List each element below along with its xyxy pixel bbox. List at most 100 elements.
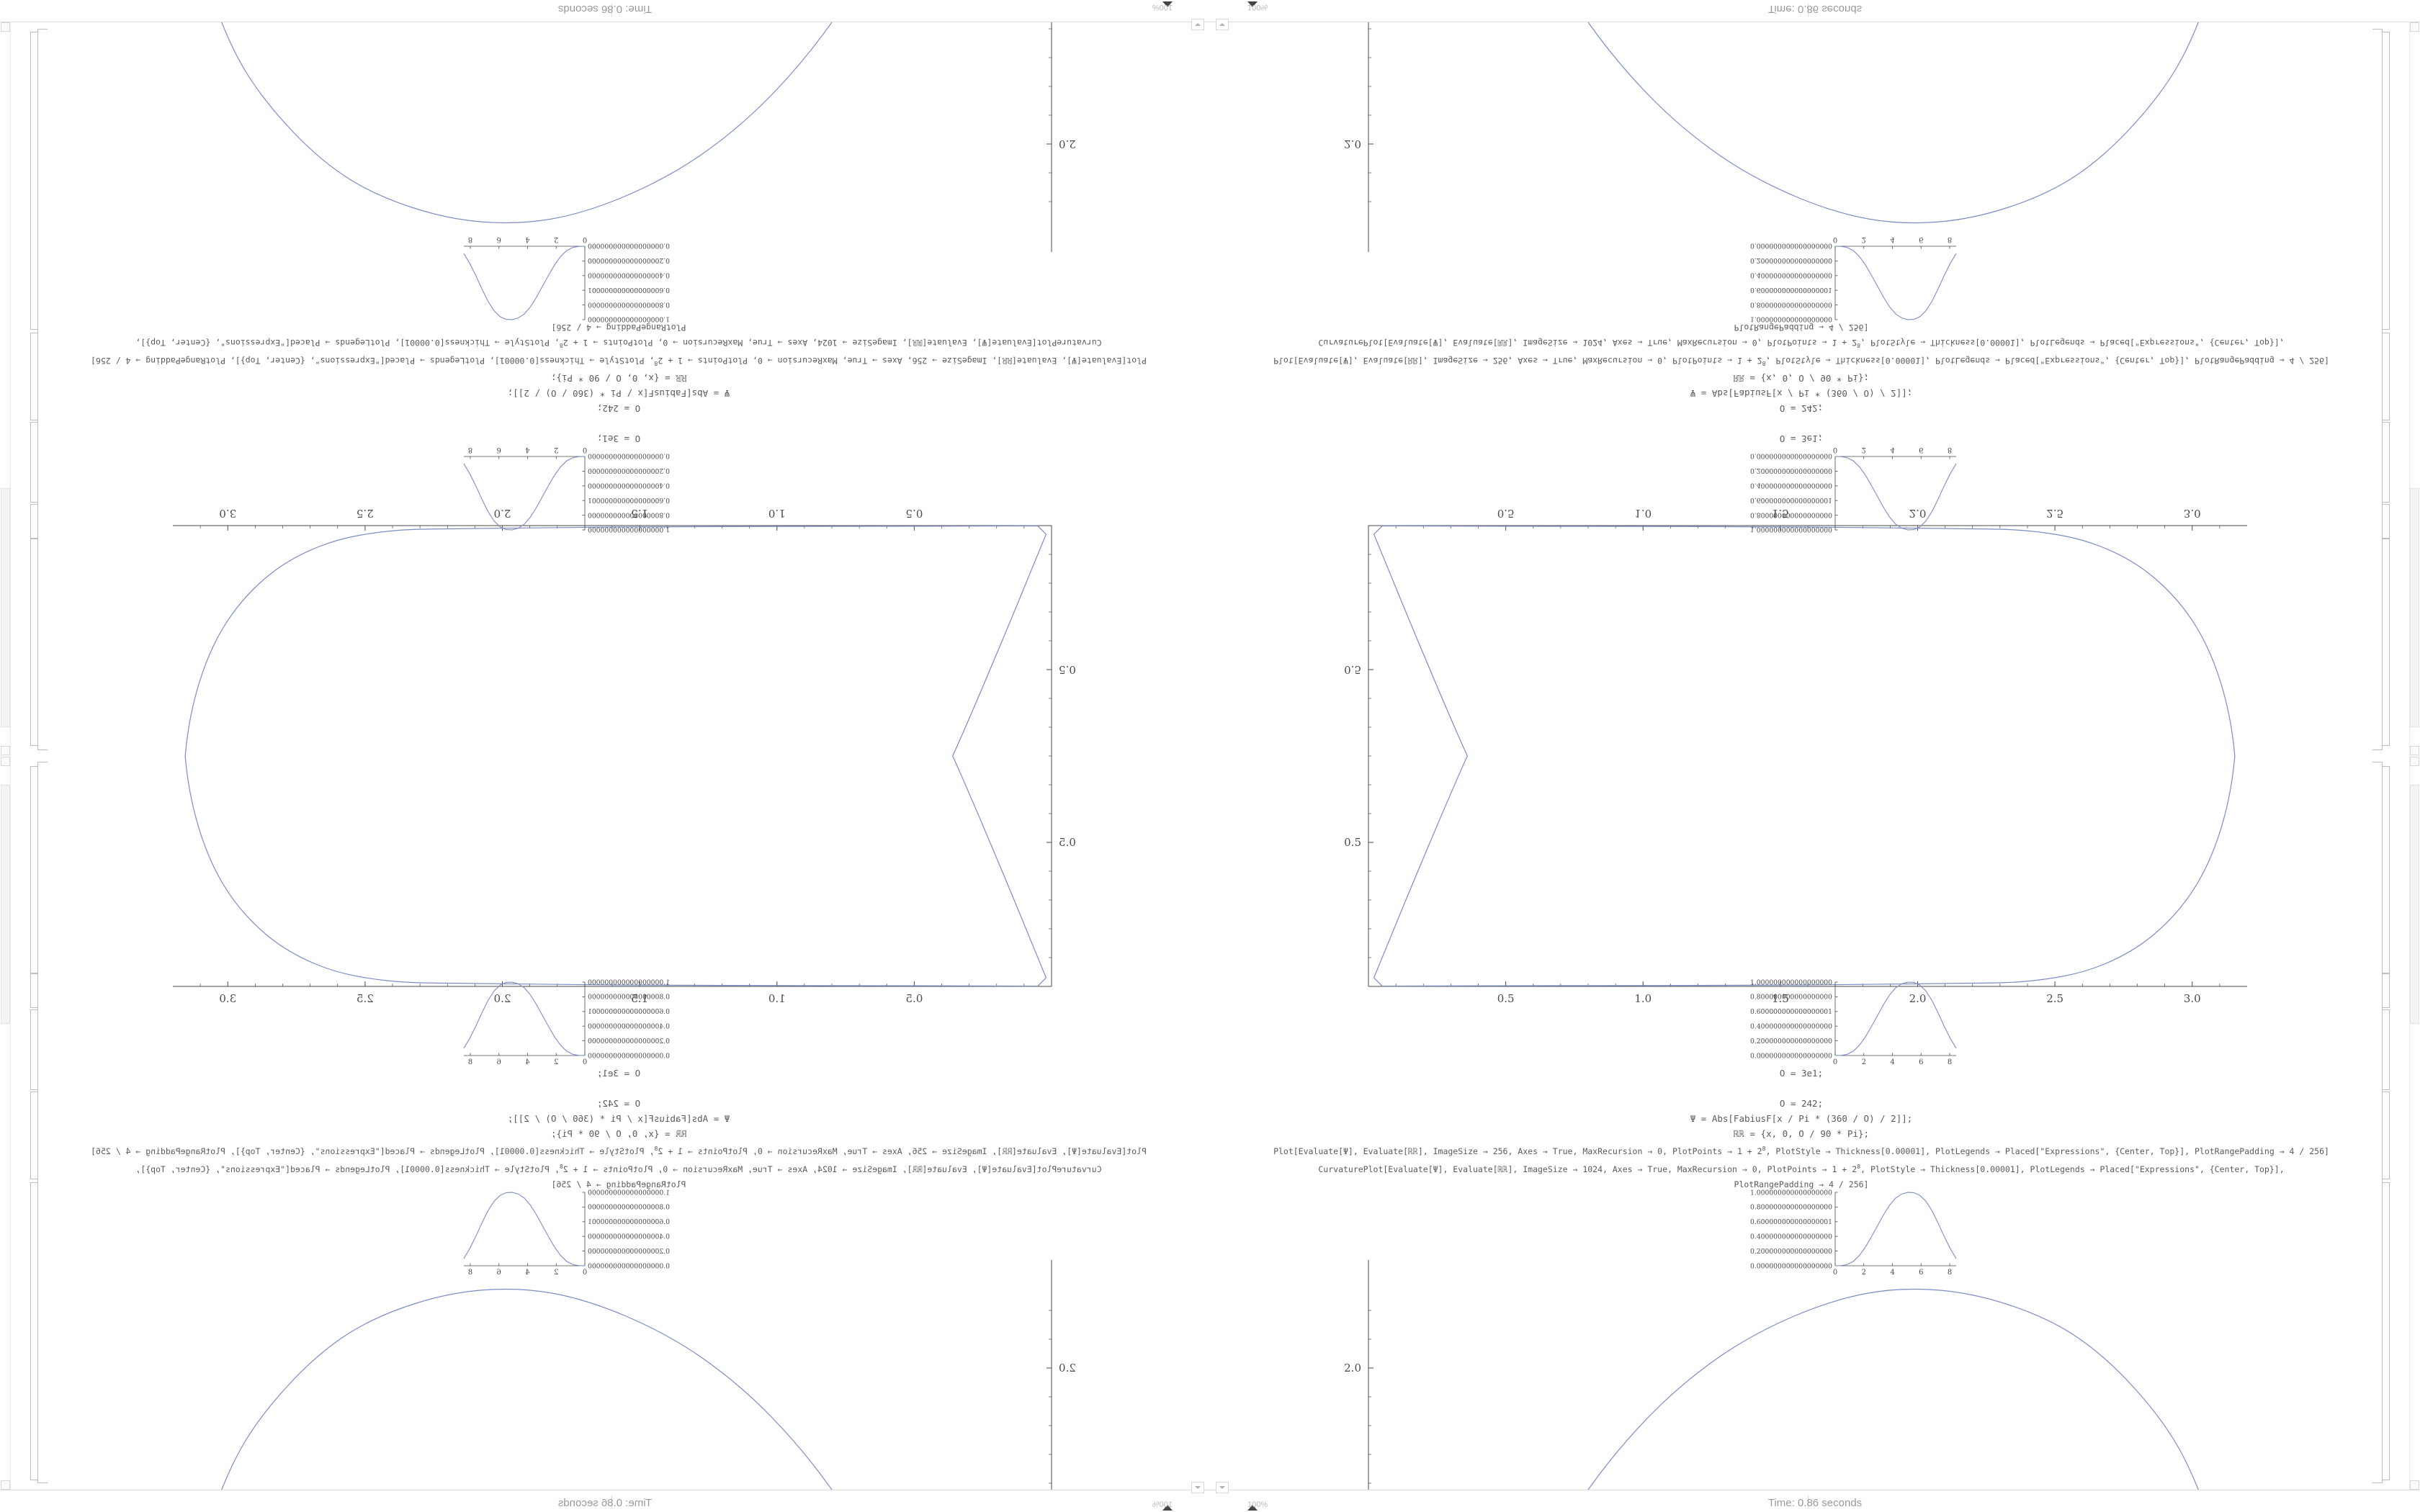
scrollbar-up-button[interactable] bbox=[1, 746, 10, 755]
vertical-scrollbar[interactable] bbox=[0, 756, 11, 1490]
code-cell[interactable]: Ο = 3e1; Ο = 242; Ψ = Abs[FabiusF[x / Pi… bbox=[27, 320, 1210, 446]
curvature-plot-large-2[interactable]: 0.51.01.52.02.53.00.51.01.52.0 bbox=[1210, 0, 2262, 259]
code-curv-head: CurvaturePlot[Evaluate[Ψ], Evaluate[ℝℝ],… bbox=[563, 338, 1102, 348]
fabius-ytick: 1.000000000000000000 bbox=[588, 526, 670, 534]
fabius-xtick: 8 bbox=[468, 448, 472, 454]
code-line-range[interactable]: ℝℝ = {x, 0, Ο / 90 * Pi}; bbox=[550, 373, 687, 384]
cell-bracket-group-outer[interactable] bbox=[2372, 762, 2383, 1483]
zoom-dropdown-button[interactable] bbox=[1216, 1482, 1229, 1493]
scrollbar-down-button[interactable] bbox=[2410, 22, 2419, 32]
fabius-xtick: 0 bbox=[1833, 1269, 1837, 1274]
code-cell[interactable]: Ο = 3e1; Ο = 242; Ψ = Abs[FabiusF[x / Pi… bbox=[1210, 320, 2393, 446]
code-line-curvatureplot[interactable]: CurvaturePlot[Evaluate[Ψ], Evaluate[ℝℝ],… bbox=[27, 335, 1210, 353]
fabius-ytick: 0.400000000000000000 bbox=[1750, 1023, 1832, 1031]
curvature-plot-large[interactable]: 0.51.01.52.02.53.00.51.01.52.0 bbox=[1210, 756, 2262, 1015]
code-line-a[interactable]: Ο = 242; bbox=[596, 403, 641, 414]
curvature-xtick: 2.5 bbox=[357, 507, 374, 520]
curvature-plot-large[interactable]: 0.51.01.52.02.53.00.51.01.52.0 bbox=[1210, 497, 2262, 756]
fabius-xtick: 8 bbox=[1948, 448, 1952, 454]
fabius-xtick: 2 bbox=[554, 448, 558, 454]
code-line-range[interactable]: ℝℝ = {x, 0, Ο / 90 * Pi}; bbox=[550, 1128, 687, 1139]
fabius-ytick: 0.200000000000000000 bbox=[1750, 256, 1832, 264]
fabius-plot-small[interactable]: 0 2 4 6 8 0.000000000000000000 0.2000000000000… bbox=[461, 978, 706, 1066]
code-line-psi[interactable]: Ψ = Abs[FabiusF[x / Pi * (360 / Ο) / 2]]… bbox=[507, 1113, 730, 1124]
code-line-plot[interactable]: Plot[Evaluate[Ψ], Evaluate[ℝℝ], ImageSiz… bbox=[1210, 353, 2393, 371]
zoom-level-label[interactable]: 100% bbox=[1247, 1500, 1268, 1509]
vertical-scrollbar[interactable] bbox=[2409, 756, 2420, 1490]
zoom-dropdown-button[interactable] bbox=[1216, 19, 1229, 30]
curvature-plot-svg: 0.51.01.52.02.53.00.51.01.52.0 bbox=[1344, 507, 2247, 756]
vertical-scrollbar[interactable] bbox=[0, 22, 11, 756]
fabius-plot-small[interactable]: 0 2 4 6 8 0.000000000000000000 0.2000000000000… bbox=[1714, 446, 1959, 534]
scrollbar-thumb[interactable] bbox=[1, 488, 10, 727]
curvature-plot-large-2[interactable]: 0.51.01.52.02.53.00.51.01.52.0 bbox=[158, 0, 1210, 259]
code-line-psi[interactable]: Ψ = Abs[FabiusF[x / Pi * (360 / Ο) / 2]]… bbox=[1690, 1113, 1913, 1124]
curvature-xtick: 2.0 bbox=[494, 992, 511, 1005]
code-line-plot[interactable]: Plot[Evaluate[Ψ], Evaluate[ℝℝ], ImageSiz… bbox=[1210, 1141, 2393, 1159]
code-line-padding[interactable]: PlotRangePadding → 4 / 256] bbox=[1734, 1179, 1869, 1189]
code-line-psi[interactable]: Ψ = Abs[FabiusF[x / Pi * (360 / Ο) / 2]]… bbox=[1690, 388, 1913, 399]
scrollbar-thumb[interactable] bbox=[1, 785, 10, 1024]
code-line-spacer bbox=[1210, 1081, 2393, 1096]
code-line-omega[interactable]: Ο = 3e1; bbox=[1779, 433, 1824, 444]
fabius-xtick: 6 bbox=[497, 238, 501, 243]
curvature-ytick: 0.5 bbox=[1059, 663, 1076, 676]
scrollbar-up-button[interactable] bbox=[2410, 746, 2419, 755]
scrollbar-down-button[interactable] bbox=[2410, 1480, 2419, 1490]
fabius-ytick: 1.000000000000000000 bbox=[588, 1189, 670, 1197]
fabius-plot-small-2[interactable]: 0 2 4 6 8 0.000000000000000000 0.2000000000000… bbox=[1714, 1188, 1959, 1277]
code-cell[interactable]: Ο = 3e1; Ο = 242; Ψ = Abs[FabiusF[x / Pi… bbox=[27, 1066, 1210, 1192]
fabius-xtick: 6 bbox=[1919, 448, 1923, 454]
code-line-range[interactable]: ℝℝ = {x, 0, Ο / 90 * Pi}; bbox=[1733, 1128, 1870, 1139]
curvature-plot-large-2[interactable]: 0.51.01.52.02.53.00.51.01.52.0 bbox=[1210, 1253, 2262, 1512]
code-line-a[interactable]: Ο = 242; bbox=[1779, 403, 1824, 414]
scroll-up-triangle[interactable] bbox=[1247, 1505, 1258, 1511]
zoom-dropdown-button[interactable] bbox=[1191, 19, 1204, 30]
fabius-plot-small[interactable]: 0 2 4 6 8 0.000000000000000000 0.2000000000000… bbox=[1714, 978, 1959, 1066]
fabius-plot-small-2[interactable]: 0 2 4 6 8 0.000000000000000000 0.2000000000000… bbox=[461, 235, 706, 324]
cell-bracket-output-legend[interactable] bbox=[2383, 973, 2390, 1008]
curvature-plot-large[interactable]: 0.51.01.52.02.53.00.51.01.52.0 bbox=[158, 756, 1210, 1015]
code-line-plot[interactable]: Plot[Evaluate[Ψ], Evaluate[ℝℝ], ImageSiz… bbox=[27, 353, 1210, 371]
fabius-ytick: 0.600000000000000001 bbox=[1750, 1008, 1832, 1016]
cell-bracket-input-code[interactable] bbox=[2383, 1009, 2390, 1090]
fabius-plot-small-2[interactable]: 0 2 4 6 8 0.000000000000000000 0.2000000000000… bbox=[461, 1188, 706, 1277]
scrollbar-down-button[interactable] bbox=[1, 1480, 10, 1490]
cell-bracket-input-code-2[interactable] bbox=[2383, 1092, 2390, 1179]
code-line-curvatureplot[interactable]: CurvaturePlot[Evaluate[Ψ], Evaluate[ℝℝ],… bbox=[1210, 335, 2393, 353]
cell-bracket-output-lower[interactable] bbox=[2383, 1182, 2390, 1480]
scrollbar-up-button[interactable] bbox=[1, 757, 10, 766]
code-cell[interactable]: Ο = 3e1; Ο = 242; Ψ = Abs[FabiusF[x / Pi… bbox=[1210, 1066, 2393, 1192]
vertical-scrollbar[interactable] bbox=[2409, 22, 2420, 756]
code-line-curvatureplot[interactable]: CurvaturePlot[Evaluate[Ψ], Evaluate[ℝℝ],… bbox=[1210, 1159, 2393, 1177]
fabius-ytick: 1.000000000000000000 bbox=[1750, 315, 1832, 323]
curvature-xtick: 1.5 bbox=[631, 507, 648, 520]
curvature-plot-large[interactable]: 0.51.01.52.02.53.00.51.01.52.0 bbox=[158, 497, 1210, 756]
fabius-ytick: 0.600000000000000001 bbox=[588, 286, 670, 294]
code-line-plot[interactable]: Plot[Evaluate[Ψ], Evaluate[ℝℝ], ImageSiz… bbox=[27, 1141, 1210, 1159]
code-line-range[interactable]: ℝℝ = {x, 0, Ο / 90 * Pi}; bbox=[1733, 373, 1870, 384]
scrollbar-down-button[interactable] bbox=[1, 22, 10, 32]
code-line-a[interactable]: Ο = 242; bbox=[596, 1098, 641, 1109]
scrollbar-thumb[interactable] bbox=[2410, 785, 2419, 1024]
code-line-a[interactable]: Ο = 242; bbox=[1779, 1098, 1824, 1109]
curvature-plot-large-2[interactable]: 0.51.01.52.02.53.00.51.01.52.0 bbox=[158, 1253, 1210, 1512]
code-line-curvatureplot[interactable]: CurvaturePlot[Evaluate[Ψ], Evaluate[ℝℝ],… bbox=[27, 1159, 1210, 1177]
code-line-omega[interactable]: Ο = 3e1; bbox=[1779, 1068, 1824, 1079]
scrollbar-thumb[interactable] bbox=[2410, 488, 2419, 727]
zoom-dropdown-button[interactable] bbox=[1191, 1482, 1204, 1493]
fabius-xtick: 0 bbox=[1833, 238, 1837, 243]
curvature-curve bbox=[1373, 525, 2237, 756]
fabius-plot-small-2[interactable]: 0 2 4 6 8 0.000000000000000000 0.2000000000000… bbox=[1714, 235, 1959, 324]
cell-bracket-output-upper[interactable] bbox=[2383, 766, 2390, 973]
zoom-level-label[interactable]: 100% bbox=[1247, 3, 1268, 12]
zoom-level-label[interactable]: 100% bbox=[1152, 3, 1173, 12]
curvature-xtick: 2.0 bbox=[1909, 992, 1927, 1005]
code-line-omega[interactable]: Ο = 3e1; bbox=[596, 433, 641, 444]
zoom-level-label[interactable]: 100% bbox=[1152, 1500, 1173, 1509]
fabius-plot-small[interactable]: 0 2 4 6 8 0.000000000000000000 0.2000000000000… bbox=[461, 446, 706, 534]
code-line-psi[interactable]: Ψ = Abs[FabiusF[x / Pi * (360 / Ο) / 2]]… bbox=[507, 388, 730, 399]
curvature-curve bbox=[1373, 756, 2236, 987]
scrollbar-up-button[interactable] bbox=[2410, 757, 2419, 766]
code-line-omega[interactable]: Ο = 3e1; bbox=[596, 1068, 641, 1079]
